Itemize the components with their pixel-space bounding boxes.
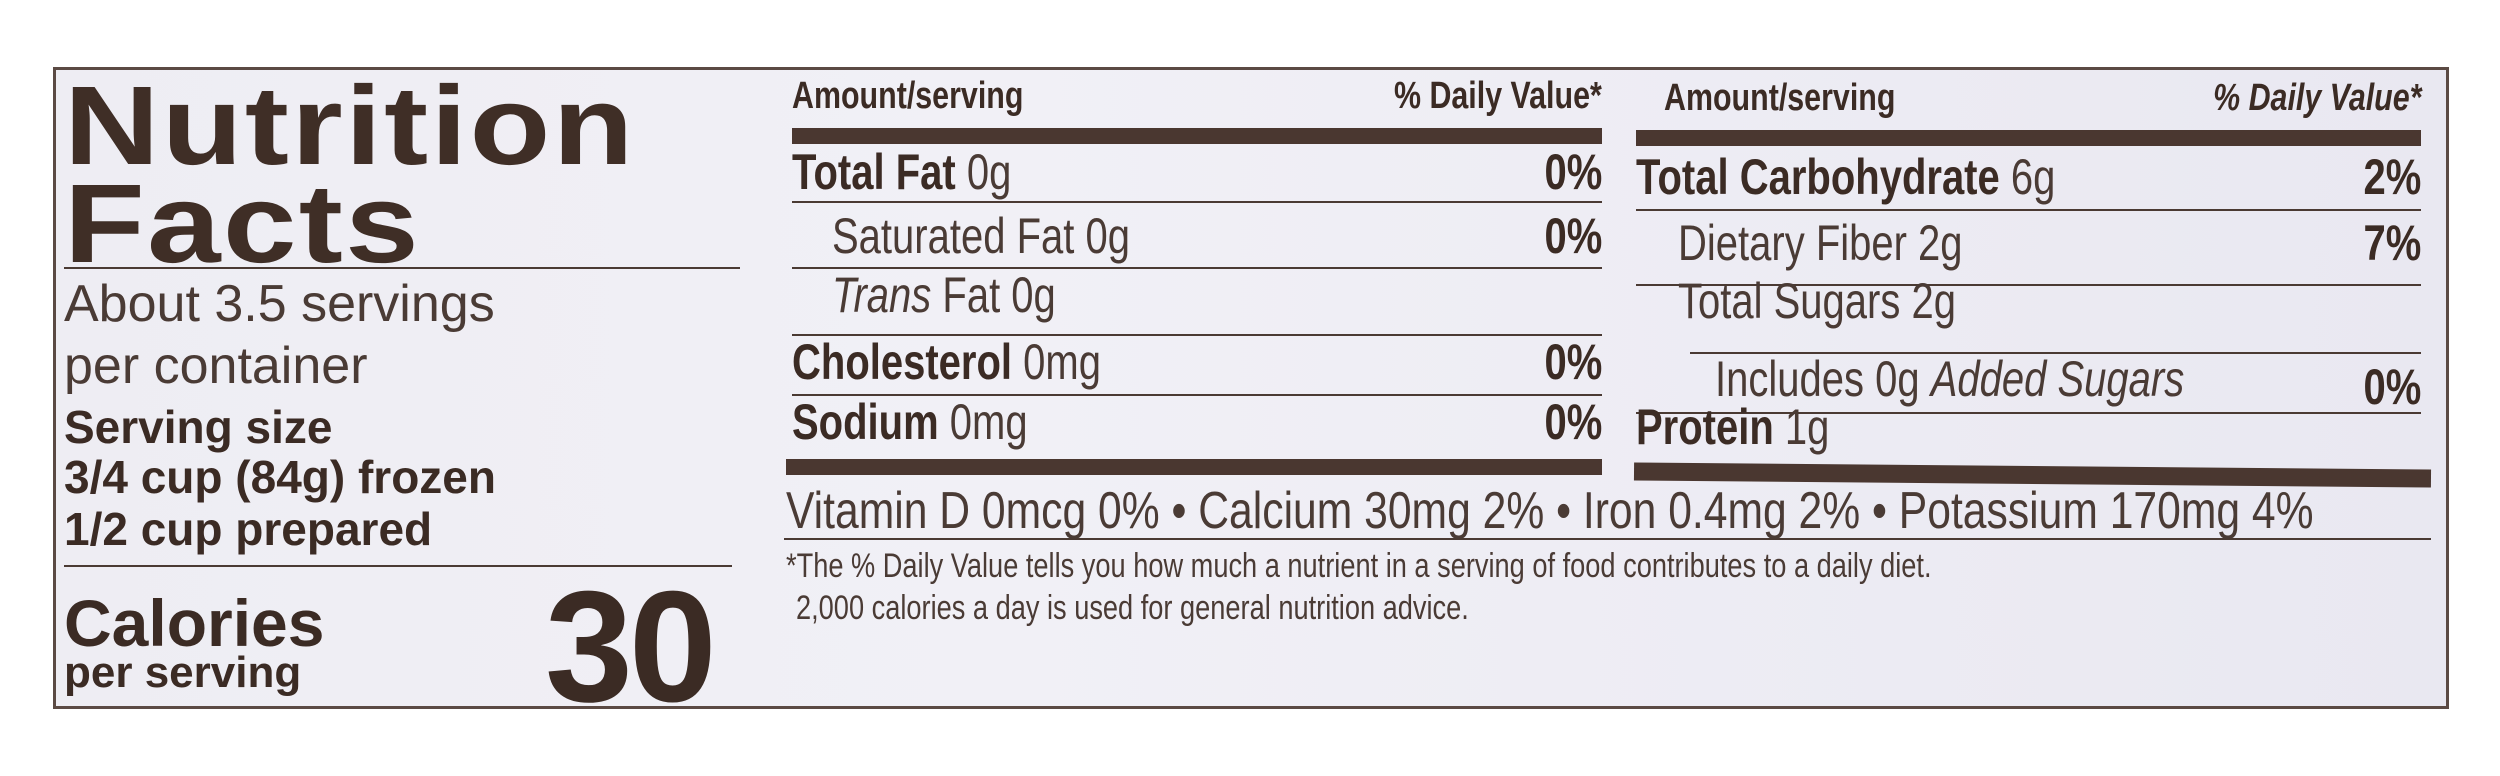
divider [792,394,1602,396]
serving-size-line2: 1/2 cup prepared [64,503,433,555]
title-line2: Facts [64,161,422,286]
nutrient-name: Sodium [792,394,939,450]
nutrient-name: Fat 0g [931,267,1056,323]
thick-divider [786,459,1602,475]
divider [1636,284,2421,286]
nutrient-row-dietary-fiber: Dietary Fiber 2g 7% [1678,218,2421,268]
calories-label: Calories [64,586,325,660]
nutrient-name-italic: Trans [832,267,932,323]
nutrient-name: Total Sugars 2g [1678,273,1956,329]
serving-size-label: Serving size [64,401,333,453]
nutrient-row-total-sugars: Total Sugars 2g [1678,276,2421,326]
daily-value: 2% [2363,149,2421,205]
footnote-text: *The % Daily Value tells you how much a … [786,547,1932,585]
nutrient-name-italic: Added Sugars [1930,351,2185,407]
divider [1636,412,2421,414]
divider [792,334,1602,336]
thick-divider [792,128,1602,144]
daily-value: 0% [1544,144,1602,200]
nutrient-row-trans-fat: Trans Fat 0g [832,270,1602,320]
serving-size-line1: 3/4 cup (84g) frozen [64,451,496,503]
calories-value: 30 [545,559,717,735]
footnote-line1: *The % Daily Value tells you how much a … [786,548,2218,584]
divider [64,267,740,269]
divider [784,538,2431,540]
footnote-line2: 2,000 calories a day is used for general… [796,590,1637,626]
nutrient-name: Total Fat [792,144,956,200]
servings-per-container-line2: per container [64,337,368,395]
nutrient-row-total-carbohydrate: Total Carbohydrate 6g 2% [1636,152,2421,202]
daily-value: 0% [2363,359,2421,415]
nutrient-amount: 6g [2010,149,2056,205]
amount-per-serving-header: Amount/serving [1664,77,1896,119]
servings-per-container-line1: About 3.5 servings [64,275,495,333]
amount-per-serving-header: Amount/serving [792,75,1024,117]
nutrient-amount: 0mg [1023,334,1101,390]
nutrient-name: Total Carbohydrate [1636,149,2000,205]
title-line1: Nutrition [64,63,636,188]
nutrient-name: Dietary Fiber 2g [1678,215,1963,271]
calories-sublabel: per serving [64,648,302,697]
nutrient-name: Cholesterol [792,334,1013,390]
daily-value: 0% [1544,394,1602,450]
divider [792,267,1602,269]
daily-value: 7% [2363,215,2421,271]
nutrition-facts-panel [53,67,2449,709]
nutrient-row-protein: Protein 1g [1636,402,2421,452]
thick-divider [1636,130,2421,146]
divider [1636,209,2421,211]
daily-value-header: % Daily Value* [1394,75,1602,117]
nutrient-name: Saturated Fat 0g [832,208,1130,264]
nutrient-row-sodium: Sodium 0mg 0% [792,397,1602,447]
footnote-text: 2,000 calories a day is used for general… [796,589,1469,627]
nutrient-row-added-sugars: Includes 0g Added Sugars 0% [1715,351,2421,412]
divider [1690,352,2421,354]
divider [64,565,732,567]
vitamins-minerals-text: Vitamin D 0mcg 0% • Calcium 30mg 2% • Ir… [786,482,2314,540]
nutrient-amount: 1g [1784,399,1830,455]
nutrient-name: Includes 0g [1715,351,1931,407]
divider [792,201,1602,203]
column-header: Amount/serving % Daily Value* [1664,78,2421,118]
nutrient-row-cholesterol: Cholesterol 0mg 0% [792,337,1602,387]
nutrient-amount: 0g [966,144,1012,200]
daily-value: 0% [1544,334,1602,390]
daily-value: 0% [1544,208,1602,264]
vitamins-minerals-line: Vitamin D 0mcg 0% • Calcium 30mg 2% • Ir… [786,484,2500,538]
nutrient-amount: 0mg [949,394,1028,450]
nutrient-row-saturated-fat: Saturated Fat 0g 0% [832,211,1602,261]
nutrient-name: Protein [1636,399,1774,455]
column-header: Amount/serving % Daily Value* [792,76,1602,116]
nutrient-row-total-fat: Total Fat 0g 0% [792,147,1602,197]
daily-value-header: % Daily Value* [2212,77,2421,119]
